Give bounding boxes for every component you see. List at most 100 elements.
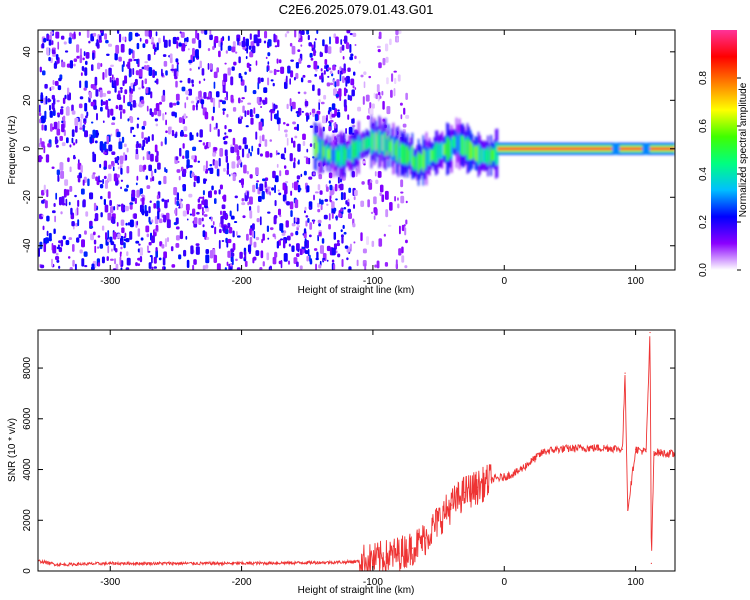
heatmap-cell <box>339 183 344 191</box>
heatmap-cell <box>79 96 84 100</box>
heatmap-cell <box>258 143 262 148</box>
heatmap-cell <box>201 68 205 76</box>
heatmap-cell <box>71 104 74 112</box>
bottom-y-axis-label: SNR (10 * v/v) <box>7 418 18 482</box>
heatmap-cell <box>396 37 399 42</box>
heatmap-cell <box>350 144 352 161</box>
heatmap-cell <box>231 66 235 71</box>
heatmap-cell <box>186 159 190 169</box>
heatmap-cell <box>347 78 350 84</box>
heatmap-cell <box>164 111 167 115</box>
heatmap-cell <box>171 129 175 137</box>
heatmap-cell <box>195 243 200 247</box>
colorbar-tick-label: 0.0 <box>698 263 709 277</box>
heatmap-cell <box>69 185 73 192</box>
heatmap-cell <box>273 68 277 76</box>
heatmap-cell <box>213 254 218 263</box>
heatmap-cell <box>203 199 208 208</box>
heatmap-cell <box>236 235 241 238</box>
heatmap-cell <box>120 267 123 270</box>
heatmap-cell <box>341 75 345 83</box>
heatmap-cell <box>183 249 187 257</box>
heatmap-cell <box>400 142 403 164</box>
heatmap-cell <box>279 170 282 177</box>
heatmap-cell <box>328 172 333 179</box>
heatmap-cell <box>257 195 262 202</box>
heatmap-cell <box>56 169 60 176</box>
heatmap-cell <box>175 156 179 161</box>
heatmap-cell <box>353 71 356 76</box>
heatmap-cell <box>176 192 180 201</box>
heatmap-cell <box>257 205 260 213</box>
heatmap-cell <box>80 164 83 173</box>
heatmap-cell <box>334 121 337 129</box>
heatmap-cell <box>345 128 347 134</box>
heatmap-cell <box>175 93 180 101</box>
heatmap-cell <box>111 160 115 166</box>
heatmap-cell <box>267 77 270 86</box>
heatmap-cell <box>248 67 252 72</box>
heatmap-cell <box>66 63 71 68</box>
heatmap-cell <box>192 47 195 57</box>
heatmap-cell <box>96 113 98 121</box>
heatmap-cell <box>84 80 88 89</box>
heatmap-cell <box>318 264 322 269</box>
heatmap-cell <box>361 139 363 152</box>
heatmap-cell <box>145 175 149 180</box>
heatmap-cell <box>339 73 342 82</box>
heatmap-cell <box>327 110 330 115</box>
heatmap-cell <box>482 149 485 163</box>
heatmap-cell <box>324 65 327 70</box>
heatmap-cell <box>387 224 392 227</box>
heatmap-cell <box>108 144 113 152</box>
heatmap-cell <box>346 147 349 160</box>
heatmap-cell <box>394 143 396 156</box>
heatmap-cell <box>267 237 270 240</box>
heatmap-cell <box>333 231 337 240</box>
heatmap-cell <box>151 175 155 182</box>
heatmap-cell <box>400 191 404 194</box>
heatmap-cell <box>124 188 128 192</box>
colorbar-label: Normalized spectral amplitude <box>738 82 749 217</box>
heatmap-cell <box>248 206 252 211</box>
heatmap-cell <box>466 137 469 161</box>
y-tick-label: 20 <box>22 94 33 106</box>
heatmap-cell <box>304 238 307 247</box>
heatmap-cell <box>102 72 105 80</box>
heatmap-cell <box>403 107 406 115</box>
heatmap-cell <box>329 111 333 120</box>
heatmap-cell <box>405 219 408 225</box>
heatmap-cell <box>100 62 103 67</box>
heatmap-cell <box>224 267 227 270</box>
heatmap-cell <box>309 222 313 230</box>
heatmap-cell <box>353 241 356 244</box>
heatmap-cell <box>298 58 302 64</box>
heatmap-cell <box>142 156 145 161</box>
heatmap-cell <box>38 247 41 257</box>
y-tick-label: 2000 <box>22 509 33 532</box>
heatmap-cell <box>209 34 213 41</box>
heatmap-cell <box>289 201 294 210</box>
heatmap-cell <box>324 146 327 159</box>
heatmap-cell <box>357 135 360 160</box>
heatmap-cell <box>171 111 176 117</box>
heatmap-cell <box>155 102 160 112</box>
heatmap-cell <box>326 245 331 252</box>
heatmap-cell <box>315 136 317 158</box>
heatmap-cell <box>137 228 141 237</box>
heatmap-cell <box>443 143 445 156</box>
heatmap-cell <box>199 129 203 138</box>
heatmap-cell <box>60 170 65 179</box>
heatmap-cell <box>198 39 202 49</box>
heatmap-cell <box>405 114 410 119</box>
heatmap-cell <box>432 149 434 161</box>
heatmap-cell <box>217 128 220 137</box>
heatmap-cell <box>231 172 234 176</box>
heatmap-cell <box>207 167 211 171</box>
heatmap-cell <box>362 96 365 105</box>
heatmap-cell <box>151 134 154 141</box>
heatmap-cell <box>414 156 417 170</box>
heatmap-cell <box>306 255 309 262</box>
heatmap-cell <box>40 115 46 124</box>
heatmap-cell <box>280 153 285 160</box>
